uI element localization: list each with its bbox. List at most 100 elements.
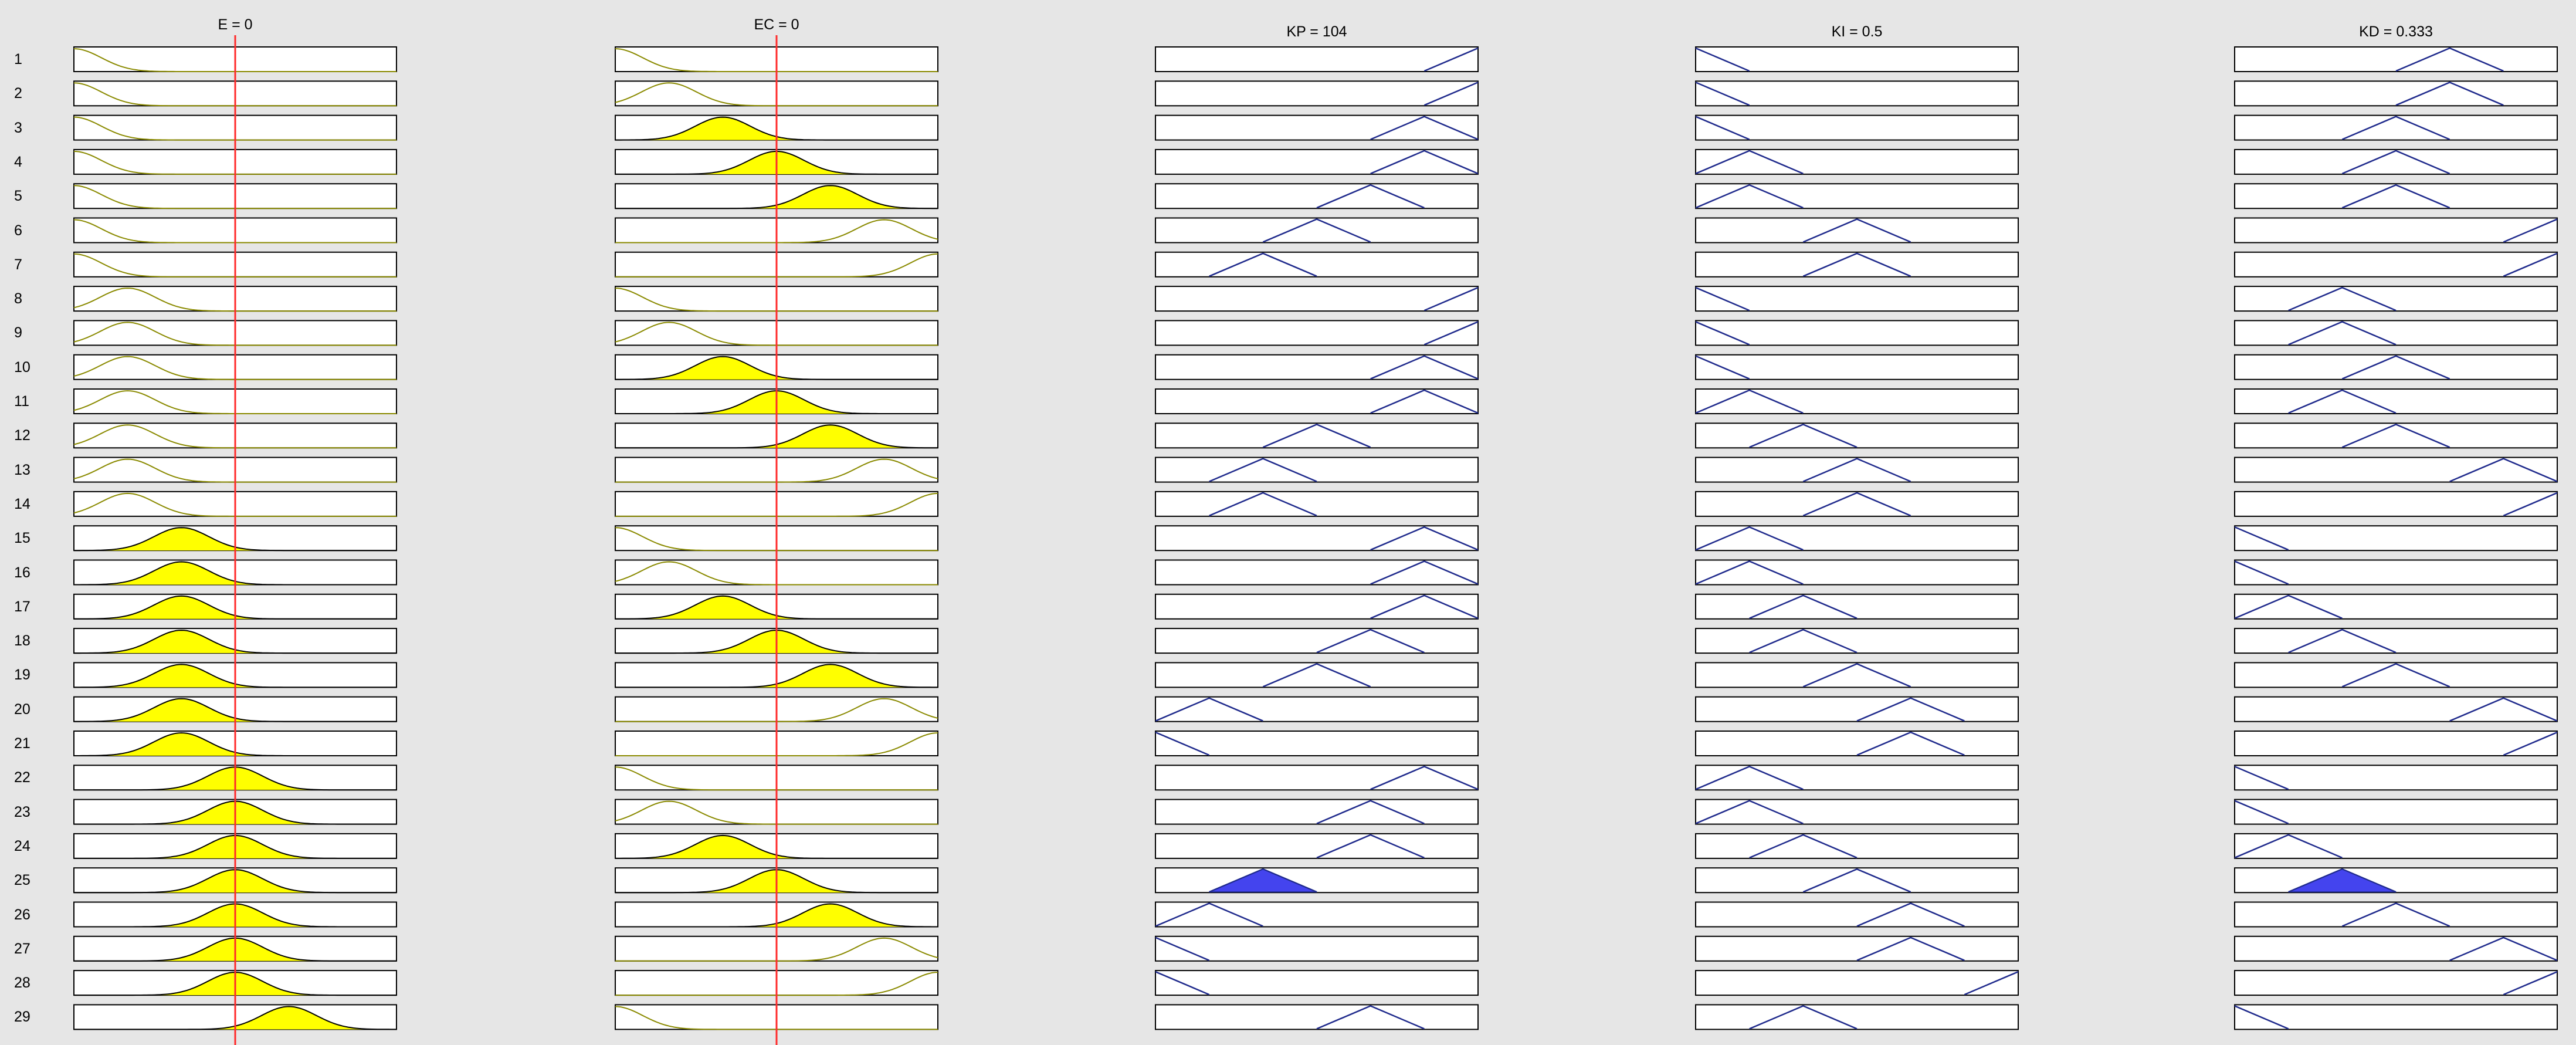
membership-triangle <box>1423 321 1478 346</box>
rule-number: 13 <box>14 461 30 478</box>
rule-number: 15 <box>14 530 30 547</box>
rule-number: 28 <box>14 975 30 992</box>
membership-axes <box>2234 217 2558 244</box>
membership-axes <box>2234 1004 2558 1030</box>
membership-triangle <box>1696 526 1804 551</box>
rule-cell-kd <box>2234 491 2558 517</box>
membership-axes <box>2234 286 2558 312</box>
membership-triangle <box>2235 594 2343 619</box>
membership-triangle <box>2288 286 2397 312</box>
rule-cell-kd <box>2234 935 2558 962</box>
membership-triangle <box>1370 765 1478 790</box>
rule-row <box>73 251 2558 278</box>
rule-row <box>73 148 2558 175</box>
membership-triangle <box>2449 458 2557 482</box>
membership-axes <box>2234 148 2558 175</box>
membership-axes <box>2234 628 2558 654</box>
rule-cell-kp <box>1155 867 1479 894</box>
membership-axes <box>1695 148 2019 175</box>
rule-cell-ki <box>1695 662 2019 688</box>
rule-cell-ki <box>1695 456 2019 483</box>
membership-axes <box>2234 354 2558 380</box>
membership-axes <box>1155 696 1479 722</box>
rule-cell-kd <box>2234 628 2558 654</box>
membership-axes <box>1155 46 1479 72</box>
membership-triangle <box>2235 526 2289 551</box>
fired-membership-fill <box>74 733 396 756</box>
fired-membership-fill <box>74 527 396 551</box>
fired-membership-fill <box>615 425 938 448</box>
rule-cell-ki <box>1695 525 2019 552</box>
membership-axes <box>1155 628 1479 654</box>
membership-triangle <box>2341 423 2450 448</box>
rule-number: 19 <box>14 667 30 684</box>
membership-triangle <box>1370 355 1478 380</box>
membership-triangle <box>1316 628 1425 654</box>
rule-row <box>73 422 2558 449</box>
rule-cell-kd <box>2234 833 2558 859</box>
membership-axes <box>1155 799 1479 825</box>
membership-axes <box>1695 833 2019 859</box>
membership-triangle <box>1316 1005 1425 1030</box>
rule-cell-kp <box>1155 799 1479 825</box>
membership-triangle <box>1370 594 1478 619</box>
rule-number: 4 <box>14 153 22 170</box>
fired-output-fill <box>1209 868 1317 893</box>
membership-triangle <box>1802 868 1911 893</box>
rule-number: 7 <box>14 256 22 273</box>
membership-triangle <box>2449 936 2557 961</box>
rule-cell-ki <box>1695 696 2019 722</box>
rule-cell-kp <box>1155 422 1479 449</box>
rule-cell-kp <box>1155 935 1479 962</box>
rule-row <box>73 1004 2558 1030</box>
rule-row <box>73 696 2558 722</box>
membership-axes <box>2234 799 2558 825</box>
membership-triangle <box>1370 560 1478 585</box>
rule-cell-kd <box>2234 422 2558 449</box>
rule-cell-kd <box>2234 901 2558 928</box>
fired-output-fill <box>2288 868 2397 893</box>
rule-cell-kp <box>1155 525 1479 552</box>
membership-triangle <box>1696 355 1750 380</box>
rule-cell-ki <box>1695 901 2019 928</box>
rule-cell-kp <box>1155 662 1479 688</box>
fired-membership-fill <box>615 904 938 927</box>
rule-number: 24 <box>14 837 30 854</box>
membership-triangle <box>1370 150 1478 174</box>
membership-axes <box>1695 354 2019 380</box>
rule-cell-ki <box>1695 970 2019 996</box>
rule-row <box>73 114 2558 141</box>
membership-triangle <box>1749 594 1858 619</box>
rule-number: 29 <box>14 1009 30 1026</box>
membership-axes <box>2234 867 2558 894</box>
rule-number: 3 <box>14 119 22 136</box>
rule-cell-ki <box>1695 114 2019 141</box>
rule-row <box>73 765 2558 791</box>
rule-cell-kd <box>2234 286 2558 312</box>
rule-row <box>73 217 2558 244</box>
membership-axes <box>2234 833 2558 859</box>
membership-triangle <box>1696 389 1804 414</box>
fired-membership-fill <box>74 664 396 688</box>
column-title-ec: EC = 0 <box>754 16 799 33</box>
rule-cell-kp <box>1155 251 1479 278</box>
membership-triangle <box>1696 321 1750 346</box>
membership-axes <box>2234 114 2558 141</box>
membership-axes <box>2234 46 2558 72</box>
rule-number: 17 <box>14 598 30 615</box>
rule-cell-kd <box>2234 80 2558 107</box>
rule-row <box>73 799 2558 825</box>
membership-triangle <box>1856 731 1965 756</box>
membership-triangle <box>2395 81 2504 106</box>
membership-axes <box>1695 628 2019 654</box>
rule-cell-ki <box>1695 799 2019 825</box>
rule-cell-kd <box>2234 183 2558 209</box>
membership-triangle <box>1749 1005 1858 1030</box>
fired-membership-fill <box>74 698 396 722</box>
membership-axes <box>1155 114 1479 141</box>
membership-axes <box>1695 114 2019 141</box>
rule-cell-kd <box>2234 559 2558 586</box>
rule-cell-kp <box>1155 593 1479 620</box>
membership-triangle <box>1423 81 1478 106</box>
